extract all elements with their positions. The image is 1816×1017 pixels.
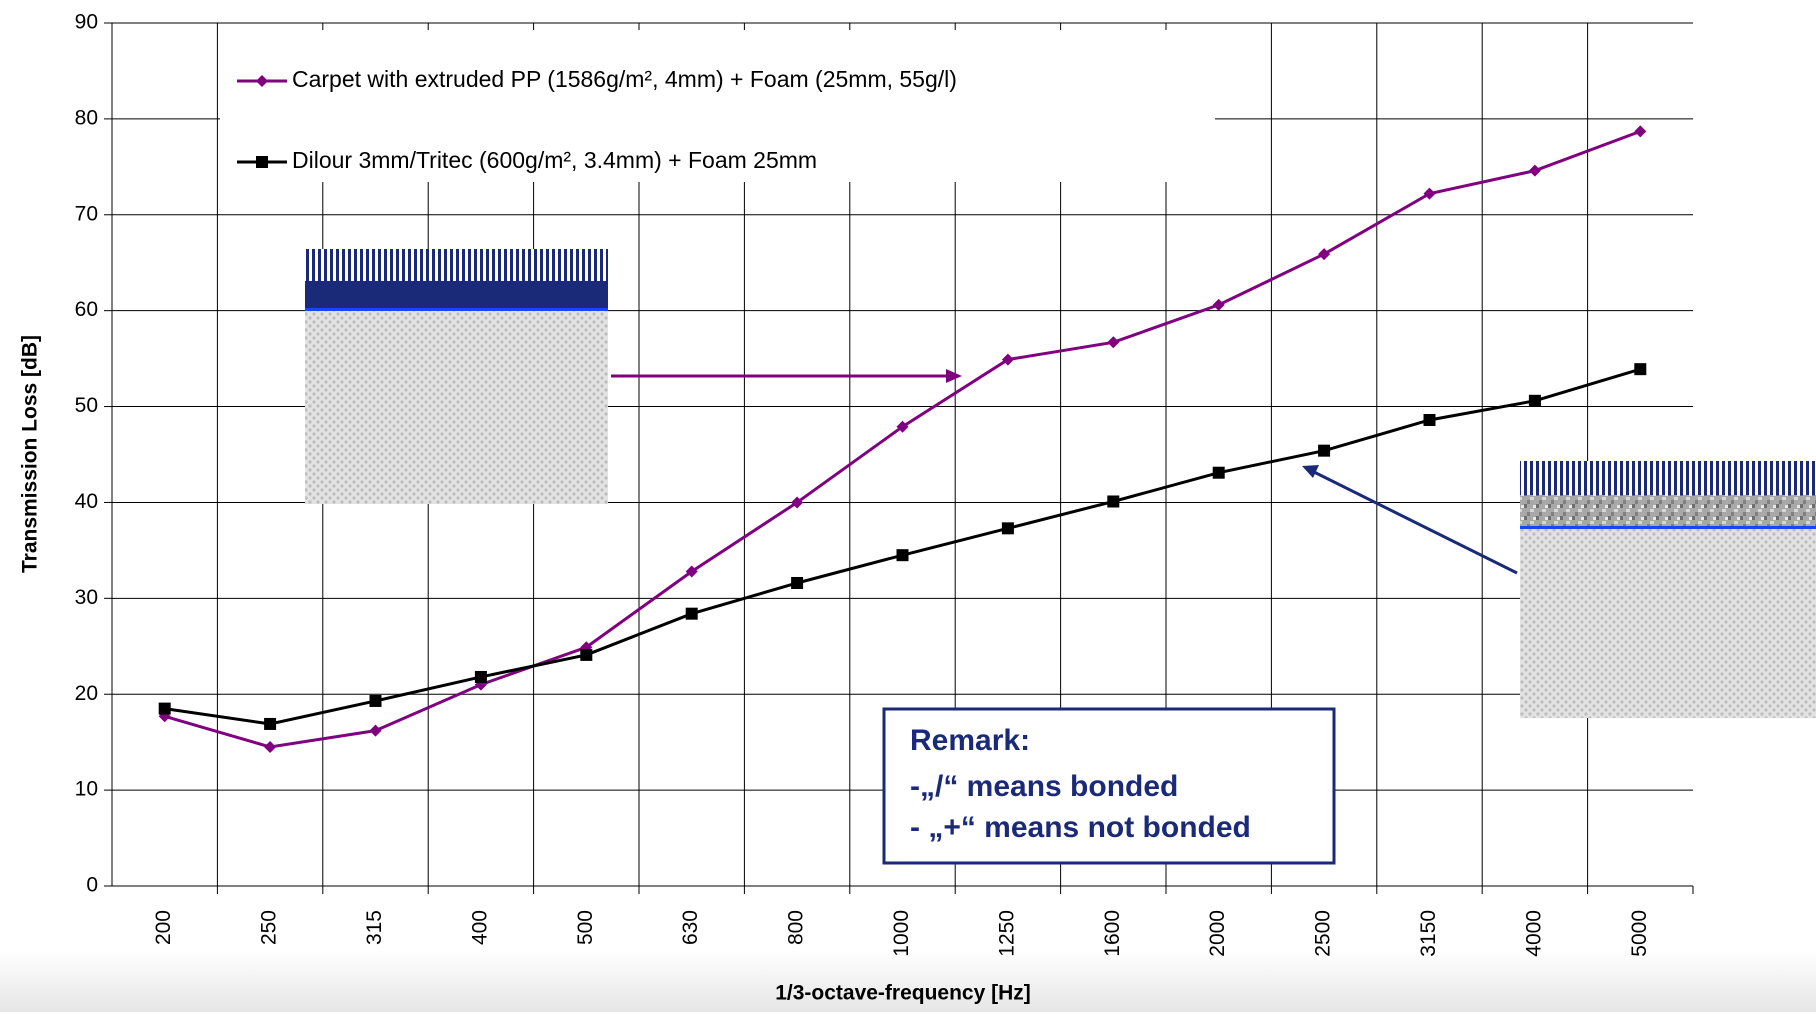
marker: [1424, 188, 1436, 200]
arrow-navy: [1302, 465, 1517, 573]
marker: [475, 671, 487, 683]
legend-label: Carpet with extruded PP (1586g/m², 4mm) …: [292, 66, 957, 92]
page: {"chart_data": {"type": "line", "x_label…: [0, 0, 1816, 1012]
marker: [370, 725, 382, 737]
marker: [264, 718, 276, 730]
x-tick-label: 2000: [1206, 910, 1229, 957]
y-tick-label: 40: [75, 490, 98, 513]
x-tick-label: 1600: [1101, 910, 1124, 957]
x-tick-label: 4000: [1522, 910, 1545, 957]
marker: [1213, 299, 1225, 311]
y-tick-label: 70: [75, 202, 98, 225]
chart: 0 10 20 30 40 50 60 70 80 90 200 250 315 400 500 630 800…: [0, 0, 1816, 1012]
marker: [159, 703, 171, 715]
x-axis-label: 1/3-octave-frequency [Hz]: [775, 982, 1031, 1005]
marker: [1529, 165, 1541, 177]
inset-carpet: [305, 249, 608, 504]
x-tick-label: 200: [152, 910, 175, 945]
marker: [1318, 445, 1330, 457]
marker: [256, 156, 268, 168]
y-tick-label: 0: [86, 874, 98, 897]
marker: [264, 741, 276, 753]
arrow-purple: [611, 369, 962, 383]
marker: [1318, 248, 1330, 260]
x-tick-label: 400: [468, 910, 491, 945]
marker: [1634, 363, 1646, 375]
y-axis-label: Transmission Loss [dB]: [19, 335, 42, 573]
marker: [1002, 522, 1014, 534]
x-tick-label: 315: [363, 910, 386, 945]
marker: [791, 577, 803, 589]
x-tick-label: 500: [574, 910, 597, 945]
marker: [1107, 495, 1119, 507]
marker: [1424, 414, 1436, 426]
marker: [897, 549, 909, 561]
y-tick-label: 20: [75, 682, 98, 705]
x-tick-label: 630: [679, 910, 702, 945]
marker: [1529, 395, 1541, 407]
x-tick-label: 1250: [995, 910, 1018, 957]
x-tick-label: 800: [785, 910, 808, 945]
marker: [1107, 336, 1119, 348]
marker: [686, 608, 698, 620]
inset-dilour: [1520, 461, 1816, 718]
y-tick-label: 30: [75, 586, 98, 609]
remark-box: Remark: -„/“ means bonded - „+“ means no…: [884, 709, 1334, 863]
legend-label: Dilour 3mm/Tritec (600g/m², 3.4mm) + Foa…: [292, 147, 817, 173]
y-tick-label: 80: [75, 106, 98, 129]
y-tick-label: 60: [75, 298, 98, 321]
y-tick-label: 50: [75, 394, 98, 417]
x-tick-label: 1000: [890, 910, 913, 957]
marker: [1213, 467, 1225, 479]
y-tick-label: 10: [75, 778, 98, 801]
x-tick-label: 5000: [1628, 910, 1651, 957]
x-tick-label: 3150: [1417, 910, 1440, 957]
remark-line: - „+“ means not bonded: [910, 811, 1251, 844]
x-tick-label: 250: [258, 910, 281, 945]
remark-line: -„/“ means bonded: [910, 770, 1178, 803]
y-tick-label: 90: [75, 11, 98, 34]
x-tick-label: 2500: [1312, 910, 1335, 957]
marker: [580, 649, 592, 661]
marker: [1634, 125, 1646, 137]
remark-title: Remark:: [910, 724, 1030, 757]
marker: [370, 695, 382, 707]
